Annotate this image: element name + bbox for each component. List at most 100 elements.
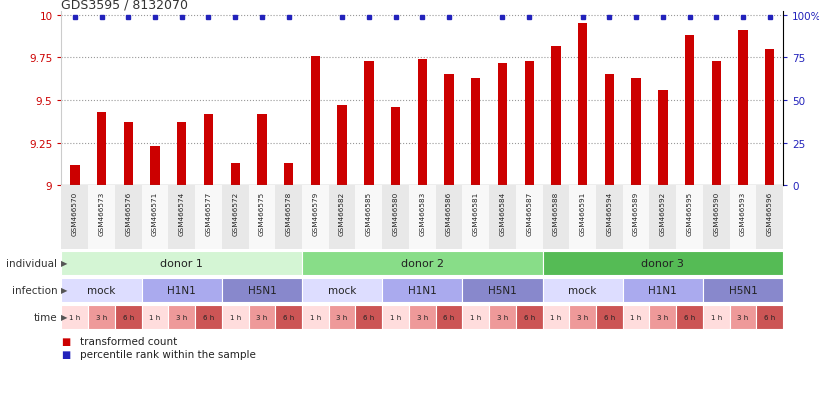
- Bar: [702, 186, 729, 250]
- Bar: [409, 305, 435, 329]
- Bar: [88, 305, 115, 329]
- Bar: [61, 186, 88, 250]
- Bar: [676, 186, 702, 250]
- Text: donor 2: donor 2: [400, 258, 443, 268]
- Text: 3 h: 3 h: [577, 314, 587, 320]
- Bar: [177, 123, 186, 186]
- Text: GSM466590: GSM466590: [713, 191, 718, 235]
- Bar: [515, 305, 542, 329]
- Text: 3 h: 3 h: [176, 314, 188, 320]
- Text: GSM466596: GSM466596: [766, 191, 771, 235]
- Bar: [275, 186, 301, 250]
- Text: individual: individual: [7, 258, 57, 268]
- Bar: [684, 36, 694, 186]
- Bar: [230, 164, 240, 186]
- Bar: [168, 305, 195, 329]
- Bar: [542, 278, 622, 302]
- Bar: [595, 305, 622, 329]
- Text: GSM466588: GSM466588: [552, 191, 559, 235]
- Text: 6 h: 6 h: [683, 314, 695, 320]
- Text: 3 h: 3 h: [96, 314, 107, 320]
- Bar: [702, 305, 729, 329]
- Bar: [301, 251, 542, 275]
- Text: 1 h: 1 h: [550, 314, 561, 320]
- Bar: [488, 305, 515, 329]
- Bar: [248, 186, 275, 250]
- Text: 6 h: 6 h: [443, 314, 454, 320]
- Bar: [737, 31, 747, 186]
- Bar: [470, 79, 480, 186]
- Text: percentile rank within the sample: percentile rank within the sample: [79, 349, 255, 359]
- Text: H1N1: H1N1: [648, 285, 676, 295]
- Text: GSM466580: GSM466580: [392, 191, 398, 235]
- Text: 3 h: 3 h: [336, 314, 347, 320]
- Bar: [150, 147, 160, 186]
- Bar: [382, 305, 409, 329]
- Text: GSM466584: GSM466584: [499, 191, 505, 235]
- Bar: [70, 166, 79, 186]
- Bar: [204, 114, 213, 186]
- Bar: [622, 186, 649, 250]
- Text: 1 h: 1 h: [710, 314, 721, 320]
- Text: 3 h: 3 h: [656, 314, 667, 320]
- Text: 1 h: 1 h: [69, 314, 80, 320]
- Bar: [222, 186, 248, 250]
- Text: GSM466573: GSM466573: [98, 191, 105, 235]
- Text: GSM466589: GSM466589: [632, 191, 638, 235]
- Bar: [462, 186, 488, 250]
- Text: GSM466581: GSM466581: [473, 191, 478, 235]
- Bar: [391, 108, 400, 186]
- Text: 6 h: 6 h: [523, 314, 534, 320]
- Text: GSM466585: GSM466585: [365, 191, 371, 235]
- Bar: [195, 305, 222, 329]
- Text: GSM466582: GSM466582: [339, 191, 345, 235]
- Text: GSM466579: GSM466579: [312, 191, 318, 235]
- Text: 3 h: 3 h: [496, 314, 508, 320]
- Bar: [658, 90, 667, 186]
- Bar: [222, 278, 301, 302]
- Text: infection: infection: [11, 285, 57, 295]
- Bar: [711, 62, 720, 186]
- Bar: [488, 186, 515, 250]
- Bar: [61, 251, 301, 275]
- Text: 1 h: 1 h: [630, 314, 641, 320]
- Text: GSM466574: GSM466574: [179, 191, 184, 235]
- Bar: [542, 305, 568, 329]
- Bar: [755, 305, 782, 329]
- Bar: [515, 186, 542, 250]
- Bar: [542, 186, 568, 250]
- Text: GSM466586: GSM466586: [446, 191, 451, 235]
- Bar: [729, 305, 755, 329]
- Text: H1N1: H1N1: [407, 285, 437, 295]
- Text: 3 h: 3 h: [256, 314, 267, 320]
- Text: GSM466593: GSM466593: [739, 191, 745, 235]
- Bar: [622, 305, 649, 329]
- Text: GSM466576: GSM466576: [125, 191, 131, 235]
- Bar: [142, 278, 222, 302]
- Text: donor 3: donor 3: [640, 258, 683, 268]
- Text: mock: mock: [568, 285, 596, 295]
- Bar: [382, 278, 462, 302]
- Bar: [649, 186, 676, 250]
- Text: 1 h: 1 h: [229, 314, 241, 320]
- Bar: [729, 186, 755, 250]
- Bar: [61, 305, 88, 329]
- Bar: [568, 186, 595, 250]
- Bar: [631, 79, 640, 186]
- Text: H5N1: H5N1: [487, 285, 516, 295]
- Bar: [435, 186, 462, 250]
- Bar: [622, 278, 702, 302]
- Text: GSM466594: GSM466594: [605, 191, 612, 235]
- Text: GSM466595: GSM466595: [686, 191, 692, 235]
- Bar: [764, 50, 773, 186]
- Bar: [702, 278, 782, 302]
- Text: GSM466571: GSM466571: [152, 191, 158, 235]
- Bar: [435, 305, 462, 329]
- Bar: [301, 186, 328, 250]
- Bar: [364, 62, 373, 186]
- Text: GSM466583: GSM466583: [419, 191, 425, 235]
- Bar: [222, 305, 248, 329]
- Bar: [301, 305, 328, 329]
- Bar: [550, 46, 560, 186]
- Bar: [595, 186, 622, 250]
